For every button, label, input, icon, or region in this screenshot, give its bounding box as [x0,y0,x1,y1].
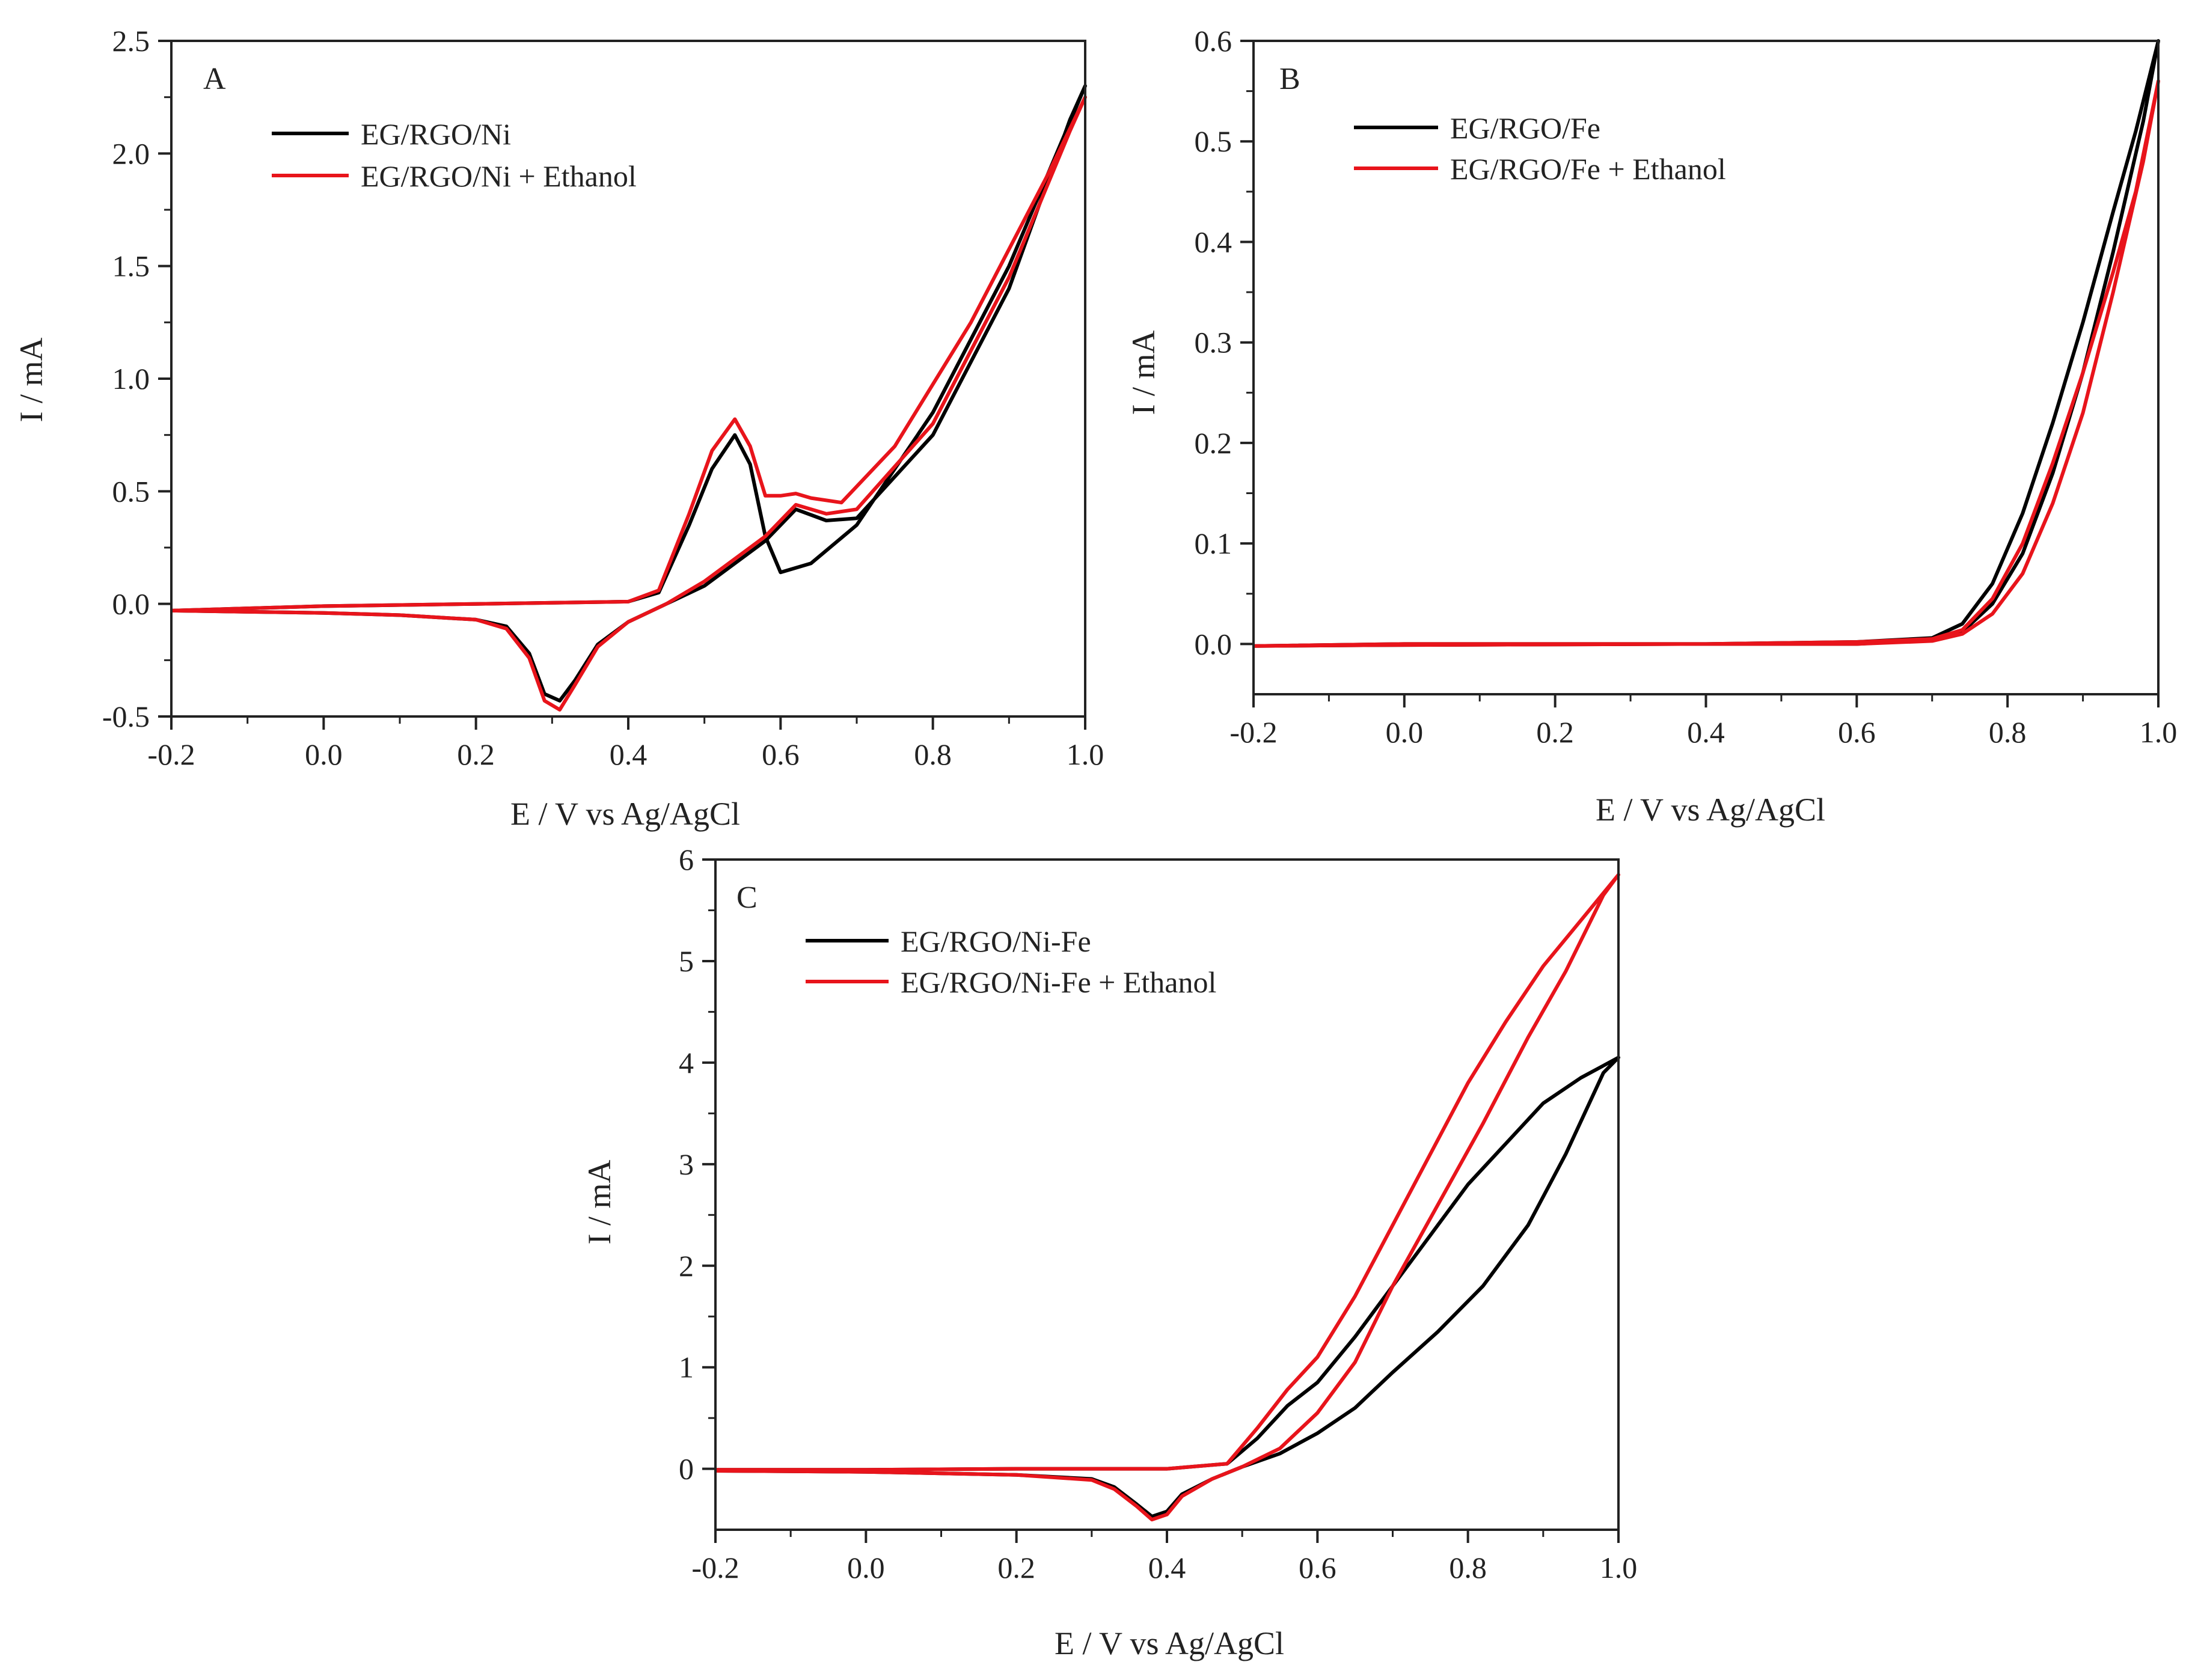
panel-c-legend: EG/RGO/Ni-Fe EG/RGO/Ni-Fe + Ethanol [806,924,1216,999]
panel-c-y-tick-label-0: 0 [679,1452,694,1486]
panel-c-x-tick-label-4: 0.6 [1299,1551,1336,1584]
panel-a-y-tick-label-2: 0.5 [112,474,150,508]
panel-a-y-tick-label-4: 1.5 [112,249,150,283]
panel-b-y-tick-label-3: 0.3 [1195,326,1232,359]
panel-c-y-tick-label-4: 4 [679,1046,694,1080]
panel-a-series-1-line [171,95,1087,712]
panel-c-y-tick-label-5: 5 [679,944,694,978]
panel-a-y-tick-label-0: -0.5 [102,700,150,733]
panel-a-legend-label-0: EG/RGO/Ni [361,117,511,151]
panel-c-x-tick-label-2: 0.2 [997,1551,1035,1584]
panel-b-x-tick-label-4: 0.6 [1838,715,1876,749]
panel-c-legend-label-0: EG/RGO/Ni-Fe [901,924,1091,958]
panel-c-y-tick-label-6: 6 [679,843,694,876]
panel-a-letter: A [203,62,226,96]
panel-a-legend: EG/RGO/Ni EG/RGO/Ni + Ethanol [272,117,637,193]
panel-b-x-axis-title: E / V vs Ag/AgCl [1596,792,1825,828]
panel-b-y-axis-title: I / mA [1125,331,1162,415]
panel-b-y-tick-label-4: 0.4 [1195,225,1232,258]
panel-c-legend-label-1: EG/RGO/Ni-Fe + Ethanol [901,965,1216,999]
panel-a-y-axis-title: I / mA [13,338,49,423]
panel-a-series-0-line [171,84,1087,703]
panel-a-y-tick-label-1: 0.0 [112,587,150,621]
panel-b-y-tick-label-0: 0.0 [1195,627,1232,661]
panel-b-legend-label-1: EG/RGO/Fe + Ethanol [1450,152,1726,186]
panel-b-x-tick-label-2: 0.2 [1536,715,1574,749]
panel-a-x-tick-label-0: -0.2 [147,738,195,771]
panel-b-x-tick-label-3: 0.4 [1687,715,1725,749]
panel-b-x-tick-label-1: 0.0 [1386,715,1424,749]
panel-c-x-tick-label-3: 0.4 [1148,1551,1186,1584]
panel-a-legend-label-1: EG/RGO/Ni + Ethanol [361,159,637,193]
panel-c-x-tick-label-6: 1.0 [1600,1551,1638,1584]
panel-c-series-1-line [715,873,1620,1522]
panel-c-x-tick-label-5: 0.8 [1449,1551,1487,1584]
panel-c-x-tick-label-0: -0.2 [691,1551,739,1584]
panel-c-y-tick-label-1: 1 [679,1351,694,1384]
chart-panel-b: B EG/RGO/Fe EG/RGO/Fe + Ethanol E / V vs… [1125,24,2177,828]
panel-b-legend: EG/RGO/Fe EG/RGO/Fe + Ethanol [1354,111,1726,186]
panel-a-x-tick-label-1: 0.0 [305,738,343,771]
panel-b-x-tick-label-5: 0.8 [1989,715,2027,749]
panel-b-y-tick-label-6: 0.6 [1195,24,1232,58]
panel-c-x-tick-label-1: 0.0 [847,1551,885,1584]
panel-a-y-tick-label-6: 2.5 [112,24,150,58]
panel-a-x-axis-title: E / V vs Ag/AgCl [510,796,740,832]
panel-c-y-tick-label-3: 3 [679,1147,694,1181]
panel-c-letter: C [736,881,758,915]
panel-b-letter: B [1279,62,1300,96]
panel-b-y-tick-label-5: 0.5 [1195,124,1232,158]
panel-a-x-tick-label-5: 0.8 [914,738,952,771]
panel-a-y-tick-label-3: 1.0 [112,362,150,396]
panel-b-y-tick-label-2: 0.2 [1195,426,1232,460]
panel-b-x-tick-label-0: -0.2 [1229,715,1277,749]
panel-b-y-tick-label-1: 0.1 [1195,527,1232,560]
panel-c-y-axis-title: I / mA [581,1160,617,1245]
chart-panel-a: A EG/RGO/Ni EG/RGO/Ni + Ethanol E / V vs… [13,24,1104,832]
panel-b-legend-label-0: EG/RGO/Fe [1450,111,1600,145]
panel-c-x-axis-title: E / V vs Ag/AgCl [1055,1625,1284,1661]
panel-b-x-tick-label-6: 1.0 [2140,715,2178,749]
panel-c-series-0-line [715,1055,1620,1518]
panel-a-x-tick-label-3: 0.4 [610,738,648,771]
panel-a-x-tick-label-6: 1.0 [1067,738,1104,771]
panel-c-y-tick-label-2: 2 [679,1249,694,1283]
panel-a-x-tick-label-2: 0.2 [457,738,495,771]
panel-a-x-tick-label-4: 0.6 [762,738,800,771]
chart-panel-c: C EG/RGO/Ni-Fe EG/RGO/Ni-Fe + Ethanol E … [581,843,1637,1661]
panel-a-y-tick-label-5: 2.0 [112,136,150,170]
